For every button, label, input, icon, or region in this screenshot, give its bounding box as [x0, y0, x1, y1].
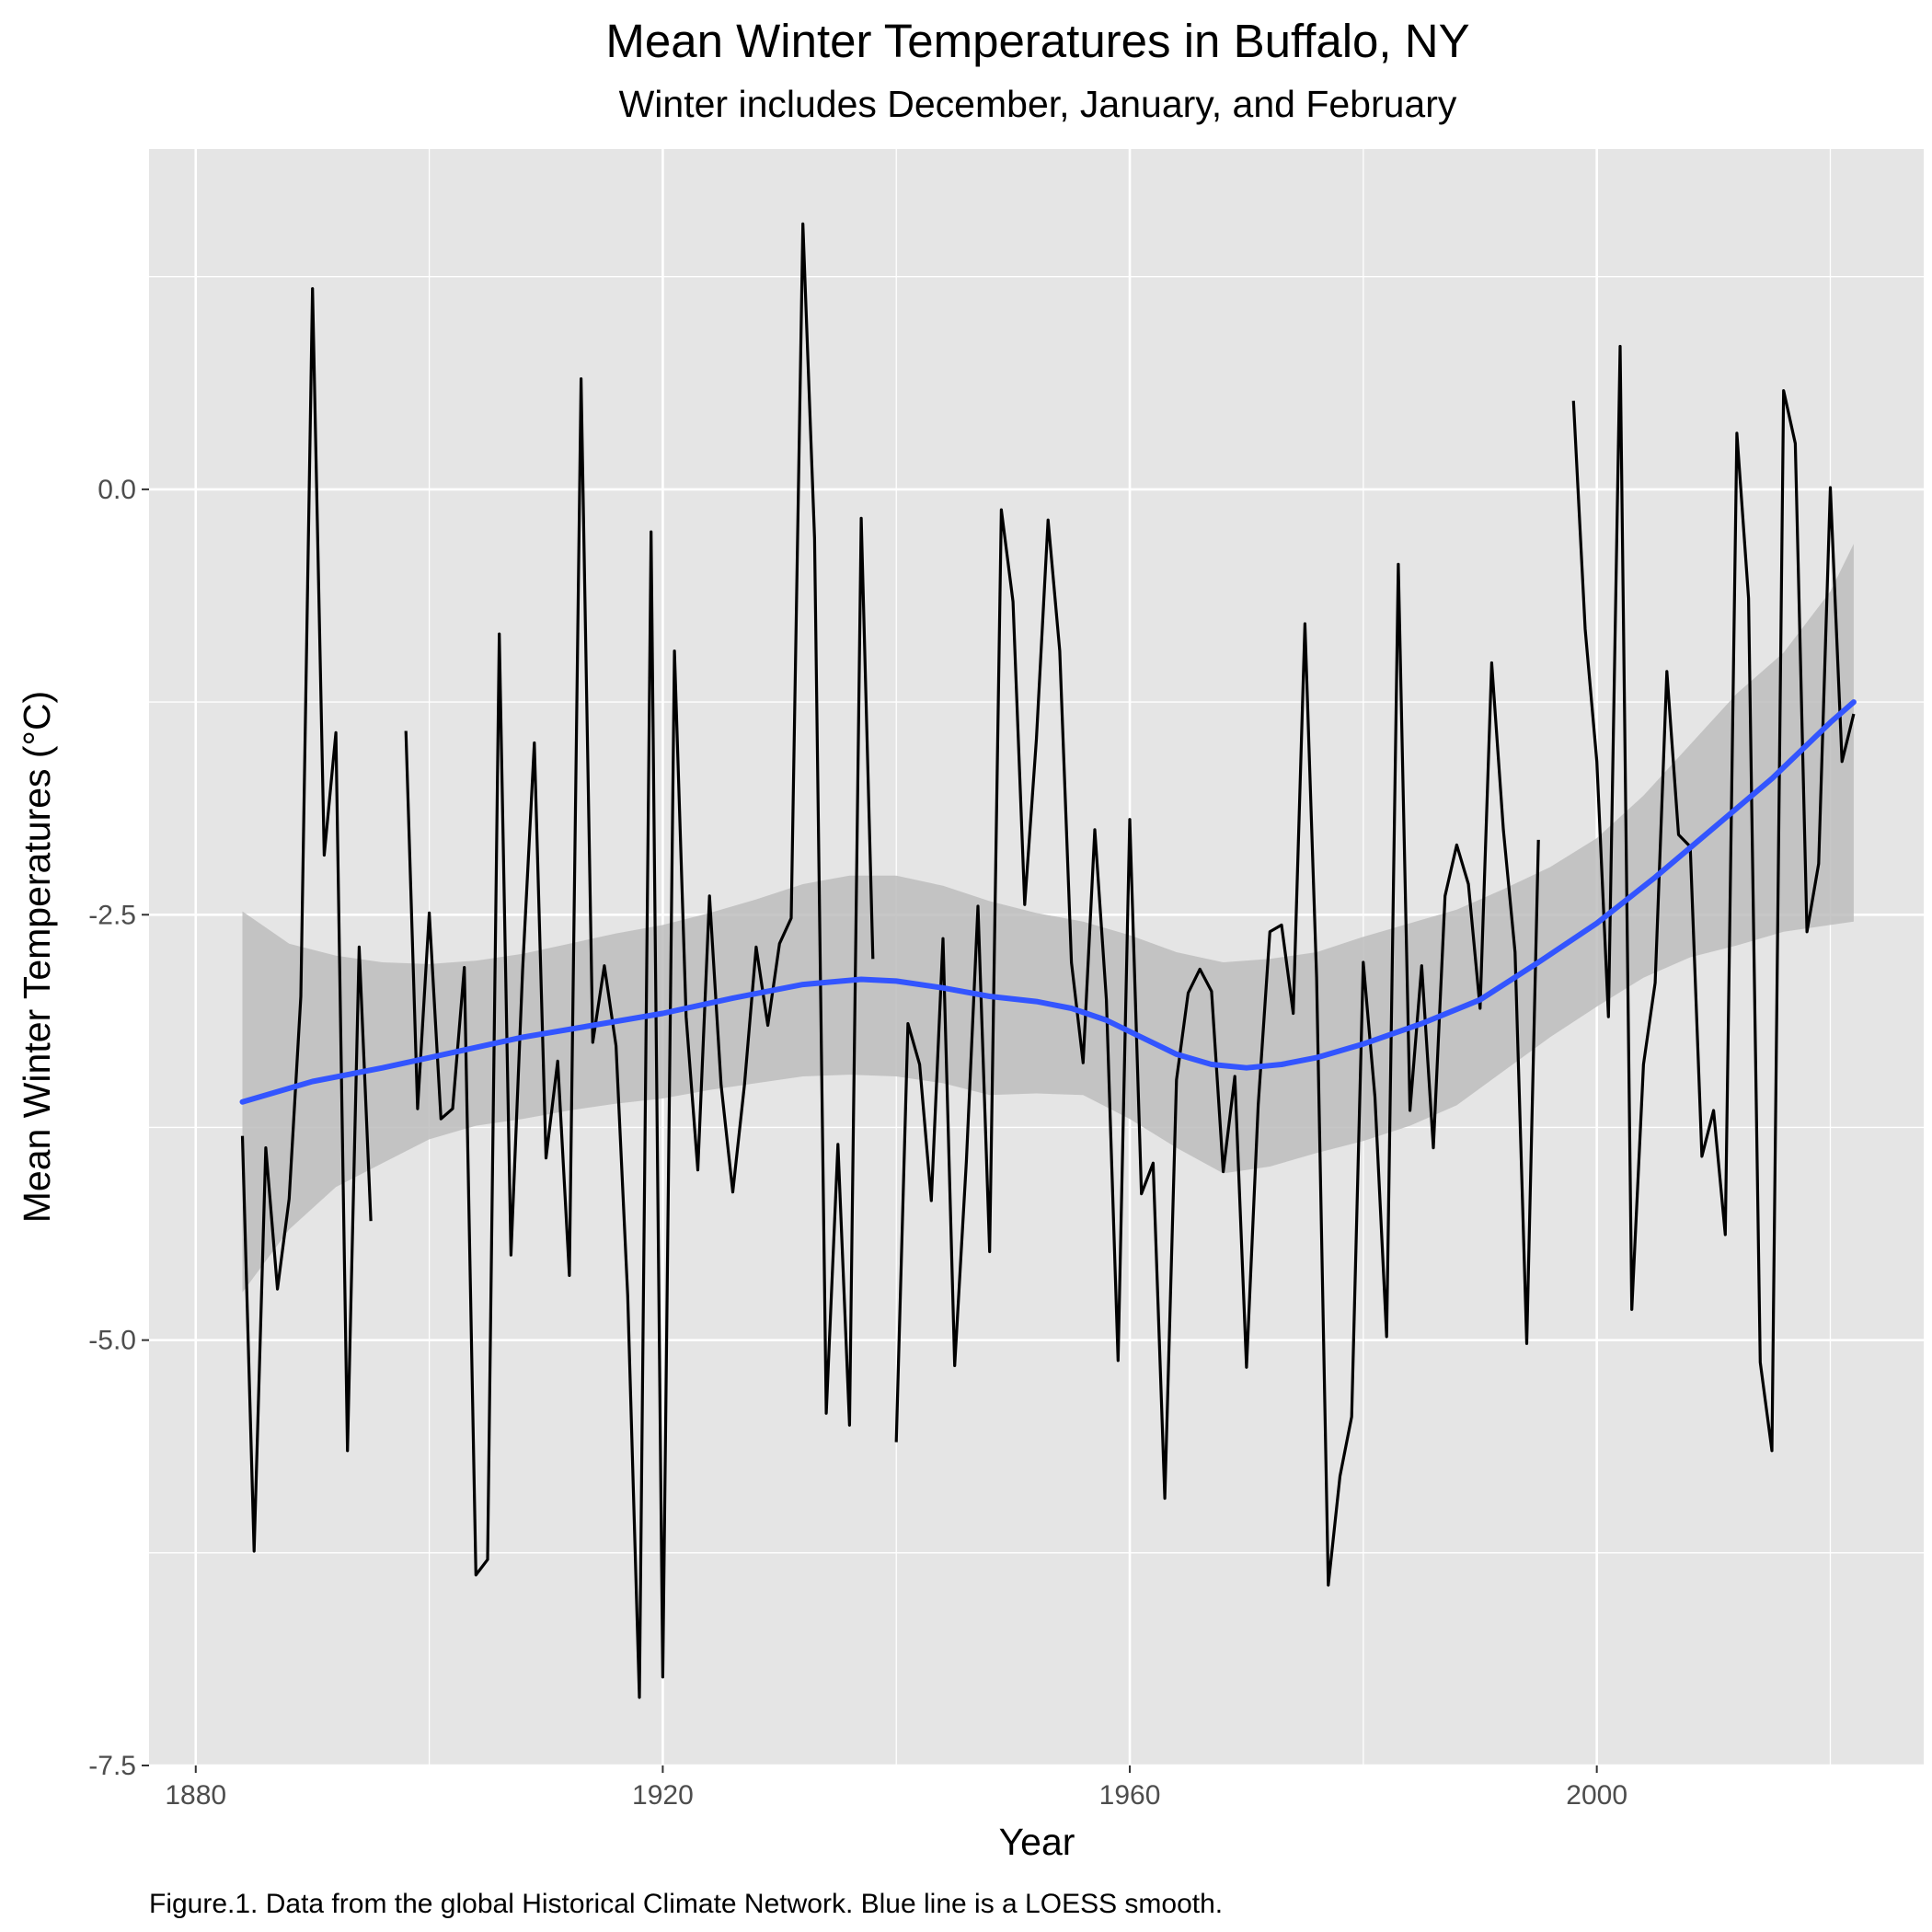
y-tick-label: -2.5	[88, 900, 136, 930]
confidence-band	[242, 544, 1854, 1293]
y-axis-title: Mean Winter Temperatures (°C)	[16, 691, 58, 1223]
loess-smooth-line	[239, 699, 1857, 1105]
temperature-series-line	[1571, 344, 1856, 1453]
y-axis: 0.0 -2.5 -5.0 -7.5	[88, 475, 149, 1781]
x-tick-label: 1920	[632, 1780, 694, 1811]
chart-title: Mean Winter Temperatures in Buffalo, NY	[605, 15, 1469, 67]
chart-subtitle: Winter includes December, January, and F…	[619, 83, 1457, 125]
x-axis: 1880 1920 1960 2000	[165, 1765, 1627, 1811]
x-tick-label: 1960	[1099, 1780, 1161, 1811]
y-tick-label: -5.0	[88, 1326, 136, 1356]
x-axis-title: Year	[999, 1821, 1075, 1863]
temperature-series-line	[240, 287, 373, 1553]
x-tick-label: 2000	[1566, 1780, 1627, 1811]
y-tick-label: 0.0	[98, 475, 136, 505]
temperature-series-line	[894, 508, 1540, 1587]
temperature-series-line	[404, 222, 875, 1699]
figure-caption: Figure.1. Data from the global Historica…	[149, 1889, 1223, 1919]
x-tick-label: 1880	[165, 1780, 226, 1811]
y-tick-label: -7.5	[88, 1751, 136, 1781]
